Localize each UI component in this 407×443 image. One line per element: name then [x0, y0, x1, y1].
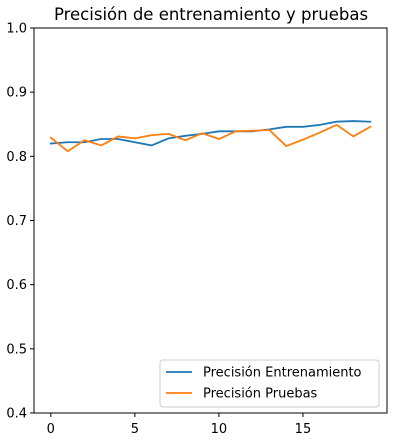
legend-box — [159, 359, 380, 408]
x-tick-label: 15 — [295, 422, 312, 437]
y-tick-label: 0.6 — [6, 278, 27, 293]
y-tick-label: 0.7 — [6, 214, 27, 229]
y-axis: 0.4 0.5 0.6 0.7 0.8 0.9 1.0 — [6, 22, 34, 422]
series-lines — [49, 120, 372, 153]
x-axis: 0 5 10 15 — [47, 413, 312, 437]
y-tick-label: 0.8 — [6, 150, 27, 165]
legend-label-pruebas: Precisión Pruebas — [203, 387, 318, 402]
y-tick-label: 0.9 — [6, 86, 27, 101]
y-tick-label: 0.5 — [6, 342, 27, 357]
series-line-entrenamiento — [49, 120, 372, 147]
series-line-pruebas — [49, 123, 372, 153]
plot-frame — [33, 27, 388, 414]
y-tick-label: 0.4 — [6, 407, 27, 422]
y-tick-label: 1.0 — [6, 22, 27, 37]
legend-label-entrenamiento: Precisión Entrenamiento — [203, 366, 362, 381]
x-tick-label: 0 — [47, 422, 55, 437]
legend: Precisión Entrenamiento Precisión Pruebas — [159, 359, 380, 408]
x-tick-label: 5 — [131, 422, 139, 437]
chart-title: Precisión de entrenamiento y pruebas — [54, 5, 368, 24]
x-tick-label: 10 — [211, 422, 228, 437]
